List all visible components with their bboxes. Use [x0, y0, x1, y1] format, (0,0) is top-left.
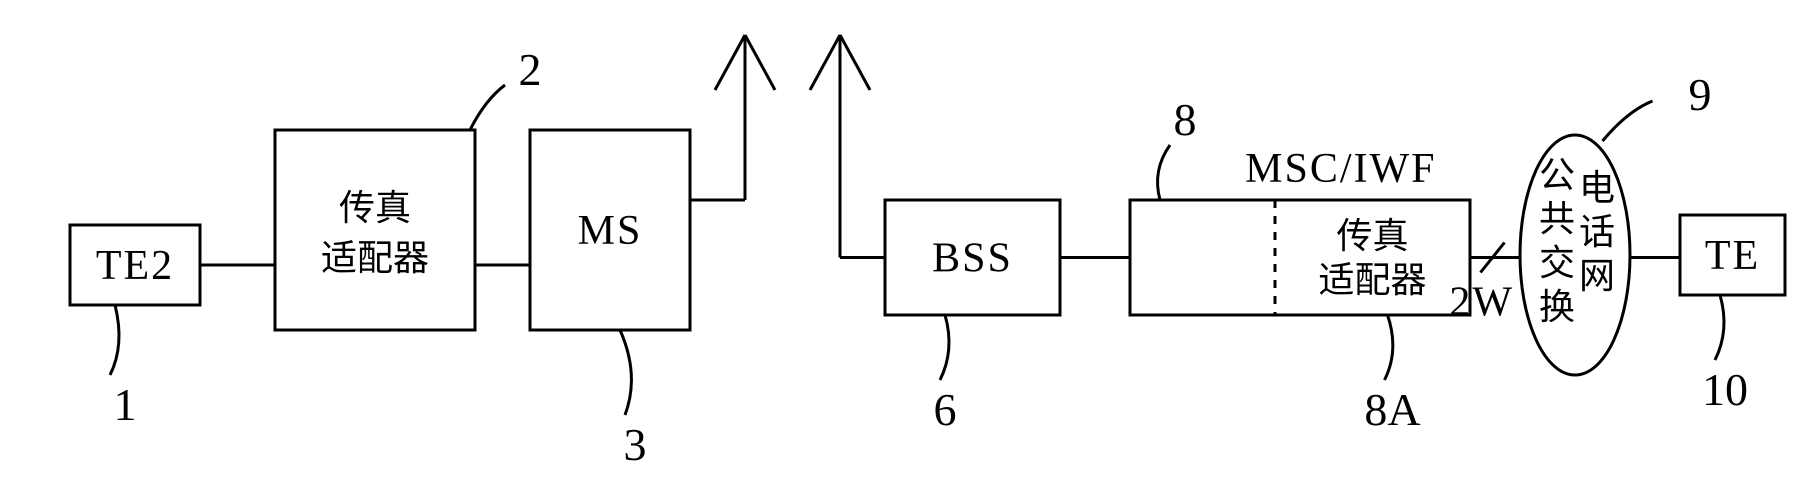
fax-right-line1: 传真 — [1336, 216, 1408, 256]
link-2w-label: 2W — [1449, 280, 1514, 326]
pstn-col1-2: 交 — [1539, 243, 1575, 283]
fax-left-line2: 适配器 — [321, 238, 429, 278]
ms-label: MS — [578, 208, 643, 254]
ref-8: 8 — [1174, 94, 1197, 145]
fax-left-line1: 传真 — [339, 188, 411, 228]
ref-2: 2 — [519, 44, 542, 95]
ref-3: 3 — [624, 419, 647, 470]
ref-6: 6 — [934, 384, 957, 435]
fax-right-line2: 适配器 — [1318, 260, 1426, 300]
msc-iwf-label: MSC/IWF — [1245, 146, 1436, 192]
pstn-col1-3: 换 — [1539, 287, 1575, 327]
pstn-col1-1: 共 — [1539, 199, 1575, 239]
pstn-col2-1: 话 — [1579, 212, 1615, 252]
ref-1: 1 — [114, 379, 137, 430]
pstn-col2-0: 电 — [1579, 168, 1615, 208]
pstn-col2-2: 网 — [1579, 256, 1615, 296]
bss-label: BSS — [932, 236, 1013, 282]
te-label: TE — [1705, 233, 1760, 279]
ref-10: 10 — [1702, 364, 1748, 415]
te2-label: TE2 — [96, 243, 174, 289]
pstn-col1-0: 公 — [1539, 155, 1575, 195]
fax-adapter-left-box — [275, 130, 475, 330]
ref-9: 9 — [1689, 69, 1712, 120]
ref-8a: 8A — [1364, 384, 1420, 435]
